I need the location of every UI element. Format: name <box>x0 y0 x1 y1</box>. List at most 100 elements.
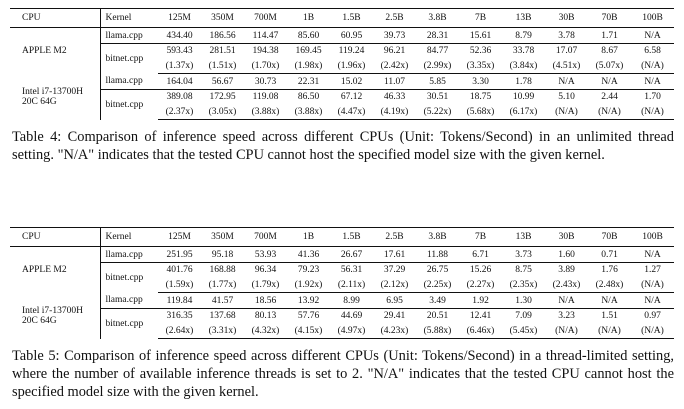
col-header-30b: 30B <box>545 227 588 247</box>
table-row: bitnet.cpp 593.43 281.51 194.38 169.45 119.24… <box>10 43 674 74</box>
llama-speed-cell: 18.56 <box>254 295 277 306</box>
llama-speed-cell: 39.73 <box>383 30 406 41</box>
col-header-30b: 30B <box>545 8 588 28</box>
speedup-cell: (2.64x) <box>158 323 201 339</box>
llama-speed-cell: 1.71 <box>601 30 618 41</box>
speedup-cell: (2.48x) <box>588 277 631 293</box>
llama-speed-cell: 11.07 <box>383 76 406 87</box>
header-row: CPU Kernel 125M 350M 700M 1B 1.5B 2.5B 3… <box>10 8 674 28</box>
speedup-cell: (1.92x) <box>287 277 330 293</box>
col-header-100b: 100B <box>631 8 674 28</box>
bitnet-speed-cell: 12.41 <box>459 308 502 323</box>
llama-speed-cell: 6.71 <box>472 249 489 260</box>
col-header-2-5b: 2.5B <box>373 8 416 28</box>
col-header-350m: 350M <box>201 227 244 247</box>
bitnet-speed-cell: 1.27 <box>631 262 674 277</box>
col-header-cpu: CPU <box>10 227 100 247</box>
bitnet-speed-cell: 37.29 <box>373 262 416 277</box>
cpu-name-line: 20C 64G <box>22 96 57 107</box>
bitnet-speed-cell: 0.97 <box>631 308 674 323</box>
speedup-cell: (2.11x) <box>330 277 373 293</box>
llama-speed-cell: 1.60 <box>558 249 575 260</box>
kernel-label-bitnet: bitnet.cpp <box>99 308 158 339</box>
speedup-cell: (N/A) <box>545 323 588 339</box>
col-header-13b: 13B <box>502 8 545 28</box>
llama-speed-cell: 6.95 <box>386 295 403 306</box>
llama-speed-cell: N/A <box>558 76 575 87</box>
bitnet-speed-cell: 1.51 <box>588 308 631 323</box>
speedup-cell: (1.96x) <box>330 58 373 74</box>
llama-speed-cell: 26.67 <box>340 249 363 260</box>
cpu-name-line: APPLE M2 <box>22 45 67 56</box>
speedup-cell: (3.35x) <box>459 58 502 74</box>
col-header-100b: 100B <box>631 227 674 247</box>
speedup-cell: (5.45x) <box>502 323 545 339</box>
llama-speed-cell: 8.99 <box>343 295 360 306</box>
llama-speed-cell: 41.36 <box>297 249 320 260</box>
speedup-cell: (1.70x) <box>244 58 287 74</box>
llama-speed-cell: N/A <box>644 295 661 306</box>
kernel-label-llama: llama.cpp <box>99 246 158 263</box>
llama-speed-cell: 186.56 <box>209 30 236 41</box>
llama-speed-cell: 22.31 <box>297 76 320 87</box>
speedup-cell: (5.22x) <box>416 104 459 120</box>
kernel-label-llama: llama.cpp <box>99 27 158 44</box>
speedup-cell: (3.88x) <box>244 104 287 120</box>
llama-speed-cell: N/A <box>644 76 661 87</box>
speedup-cell: (1.77x) <box>201 277 244 293</box>
bitnet-speed-cell: 46.33 <box>373 89 416 104</box>
llama-speed-cell: 0.71 <box>601 249 618 260</box>
bitnet-speed-cell: 29.41 <box>373 308 416 323</box>
bitnet-speed-cell: 52.36 <box>459 43 502 58</box>
llama-speed-cell: 53.93 <box>254 249 277 260</box>
llama-speed-cell: 30.73 <box>254 76 277 87</box>
kernel-label-bitnet: bitnet.cpp <box>99 43 158 74</box>
bitnet-speed-cell: 80.13 <box>244 308 287 323</box>
cpu-name-line: Intel i7-13700H <box>22 305 83 316</box>
speedup-cell: (3.05x) <box>201 104 244 120</box>
kernel-label-bitnet: bitnet.cpp <box>99 262 158 293</box>
bitnet-speed-cell: 56.31 <box>330 262 373 277</box>
col-header-700m: 700M <box>244 8 287 28</box>
llama-speed-cell: 56.67 <box>211 76 234 87</box>
table-row: bitnet.cpp 401.76 168.88 96.34 79.23 56.31 37.… <box>10 262 674 293</box>
cpu-name-line: APPLE M2 <box>22 264 67 275</box>
table-4-caption: Table 4: Comparison of inference speed a… <box>12 129 674 163</box>
llama-speed-cell: N/A <box>644 249 661 260</box>
llama-speed-cell: 119.84 <box>166 295 193 306</box>
llama-speed-cell: N/A <box>601 76 618 87</box>
llama-speed-cell: 251.95 <box>166 249 193 260</box>
col-header-cpu: CPU <box>10 8 100 28</box>
col-header-70b: 70B <box>588 227 631 247</box>
bitnet-speed-cell: 1.70 <box>631 89 674 104</box>
col-header-3-8b: 3.8B <box>416 8 459 28</box>
col-header-1b: 1B <box>287 8 330 28</box>
speedup-cell: (4.97x) <box>330 323 373 339</box>
cpu-name-cell: Intel i7-13700H 20C 64G <box>10 74 100 120</box>
llama-speed-cell: 3.73 <box>515 249 532 260</box>
speedup-cell: (4.47x) <box>330 104 373 120</box>
bitnet-speed-cell: 18.75 <box>459 89 502 104</box>
llama-speed-cell: 3.49 <box>429 295 446 306</box>
llama-speed-cell: 13.92 <box>297 295 320 306</box>
bitnet-speed-cell: 79.23 <box>287 262 330 277</box>
speedup-cell: (5.07x) <box>588 58 631 74</box>
bitnet-speed-cell: 10.99 <box>502 89 545 104</box>
speedup-cell: (N/A) <box>631 104 674 120</box>
bitnet-speed-cell: 67.12 <box>330 89 373 104</box>
llama-speed-cell: 1.78 <box>515 76 532 87</box>
col-header-1b: 1B <box>287 227 330 247</box>
speedup-cell: (N/A) <box>588 323 631 339</box>
bitnet-speed-cell: 168.88 <box>201 262 244 277</box>
llama-speed-cell: 3.30 <box>472 76 489 87</box>
bitnet-speed-cell: 3.23 <box>545 308 588 323</box>
speedup-cell: (N/A) <box>631 58 674 74</box>
llama-speed-cell: N/A <box>558 295 575 306</box>
bitnet-speed-cell: 2.44 <box>588 89 631 104</box>
col-header-1-5b: 1.5B <box>330 227 373 247</box>
bitnet-speed-cell: 15.26 <box>459 262 502 277</box>
bitnet-speed-cell: 26.75 <box>416 262 459 277</box>
table-row: Intel i7-13700H 20C 64G llama.cpp 119.84 41.… <box>10 292 674 326</box>
llama-speed-cell: 434.40 <box>166 30 193 41</box>
